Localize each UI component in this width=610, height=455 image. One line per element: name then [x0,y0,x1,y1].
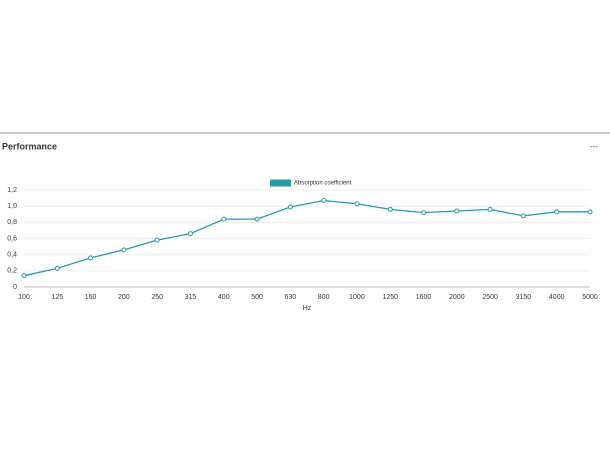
point [221,216,227,222]
point [154,237,160,243]
x-tick-label: 400 [218,294,230,301]
point [421,210,427,216]
x-tick-label: 630 [285,294,297,301]
point [454,208,460,214]
x-tick-label: 1250 [382,294,398,301]
x-tick-label: 315 [185,294,197,301]
point [187,231,193,237]
x-tick-label: 3150 [516,294,532,301]
point [54,265,60,271]
y-tick-label: 0 [13,284,17,291]
y-tick-label: 0,6 [7,235,17,242]
point [321,198,327,204]
point [487,206,493,212]
y-tick-label: 1,0 [7,203,17,210]
legend-label: Absorption coefficient [294,181,352,187]
y-tick-label: 0,4 [7,252,17,259]
x-axis-label: Hz [303,305,312,312]
point [287,204,293,210]
y-tick-label: 0,2 [7,268,17,275]
x-tick-label: 200 [118,294,130,301]
point [587,209,593,215]
section-title: Performance [2,141,57,151]
x-tick-label: 125 [51,294,63,301]
menu-button[interactable]: --- [590,142,598,151]
point [520,213,526,219]
x-tick-label: 2000 [449,294,465,301]
x-tick-label: 4000 [549,294,565,301]
x-tick-label: 160 [85,294,97,301]
line [23,199,590,277]
point [254,216,260,222]
point [387,206,393,212]
x-tick-label: 100 [18,294,30,301]
point [121,247,127,253]
y-tick-label: 1,2 [7,187,17,194]
x-tick-label: 1600 [416,294,432,301]
x-tick-label: 1000 [349,294,365,301]
y-tick-label: 0,8 [7,219,17,226]
x-tick-label: 2500 [482,294,498,301]
point [21,273,27,279]
x-tick-label: 800 [318,294,330,301]
point [88,255,94,261]
legend-swatch [270,179,291,187]
x-tick-label: 250 [151,294,163,301]
x-tick-label: 500 [251,294,263,301]
point [354,201,360,207]
point [554,209,560,215]
x-tick-label: 5000 [582,294,598,301]
